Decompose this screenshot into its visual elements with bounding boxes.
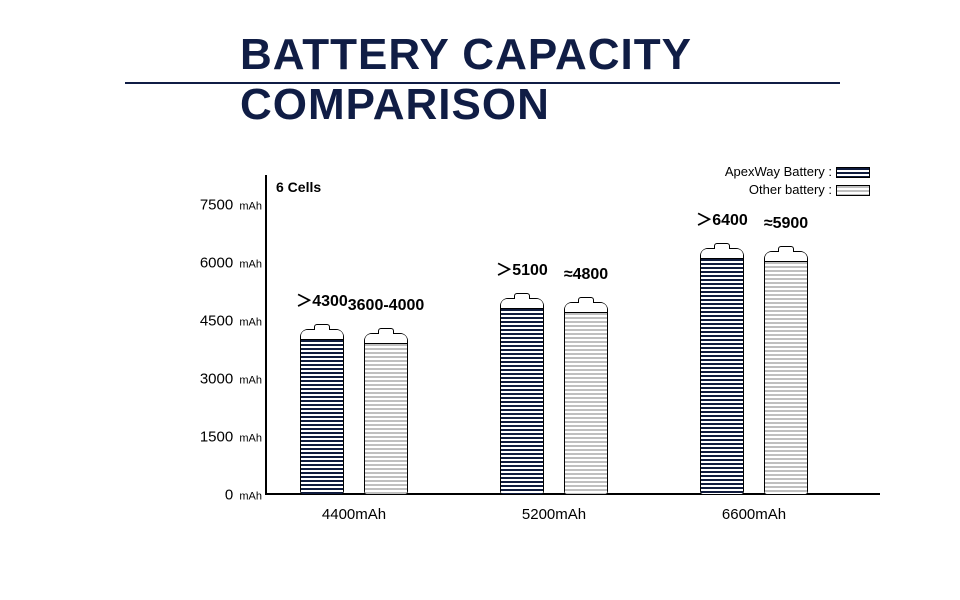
bar-label-apex: ＞4300 (296, 287, 348, 311)
bar-apex (500, 298, 544, 495)
bar-label-other: 3600-4000 (348, 297, 425, 315)
bar-group: ＞43003600-40004400mAh (300, 175, 408, 495)
bar-other (764, 251, 808, 495)
battery-chart: 6 Cells ApexWay Battery : Other battery … (180, 175, 880, 495)
y-axis (265, 175, 267, 495)
bar-label-other: ≈4800 (564, 266, 608, 284)
y-tick: 7500 mAh (180, 197, 262, 214)
bar-other (564, 302, 608, 495)
y-tick: 0 mAh (180, 487, 262, 504)
bar-other (364, 333, 408, 495)
y-tick: 6000 mAh (180, 255, 262, 272)
page-title: BATTERY CAPACITY COMPARISON (240, 30, 720, 130)
bar-apex (300, 329, 344, 495)
bar-group: ＞6400≈59006600mAh (700, 175, 808, 495)
y-tick: 3000 mAh (180, 371, 262, 388)
bar-label-other: ≈5900 (764, 215, 808, 233)
bar-label-apex: ＞5100 (496, 256, 548, 280)
y-tick: 4500 mAh (180, 313, 262, 330)
x-category: 4400mAh (322, 506, 386, 523)
title-underline (125, 82, 840, 84)
bar-label-apex: ＞6400 (696, 206, 748, 230)
bar-group: ＞5100≈48005200mAh (500, 175, 608, 495)
bar-apex (700, 248, 744, 495)
legend-swatch-other (836, 185, 870, 196)
legend-swatch-apex (836, 167, 870, 178)
y-tick: 1500 mAh (180, 429, 262, 446)
page: BATTERY CAPACITY COMPARISON 6 Cells Apex… (0, 0, 960, 600)
x-category: 6600mAh (722, 506, 786, 523)
x-category: 5200mAh (522, 506, 586, 523)
